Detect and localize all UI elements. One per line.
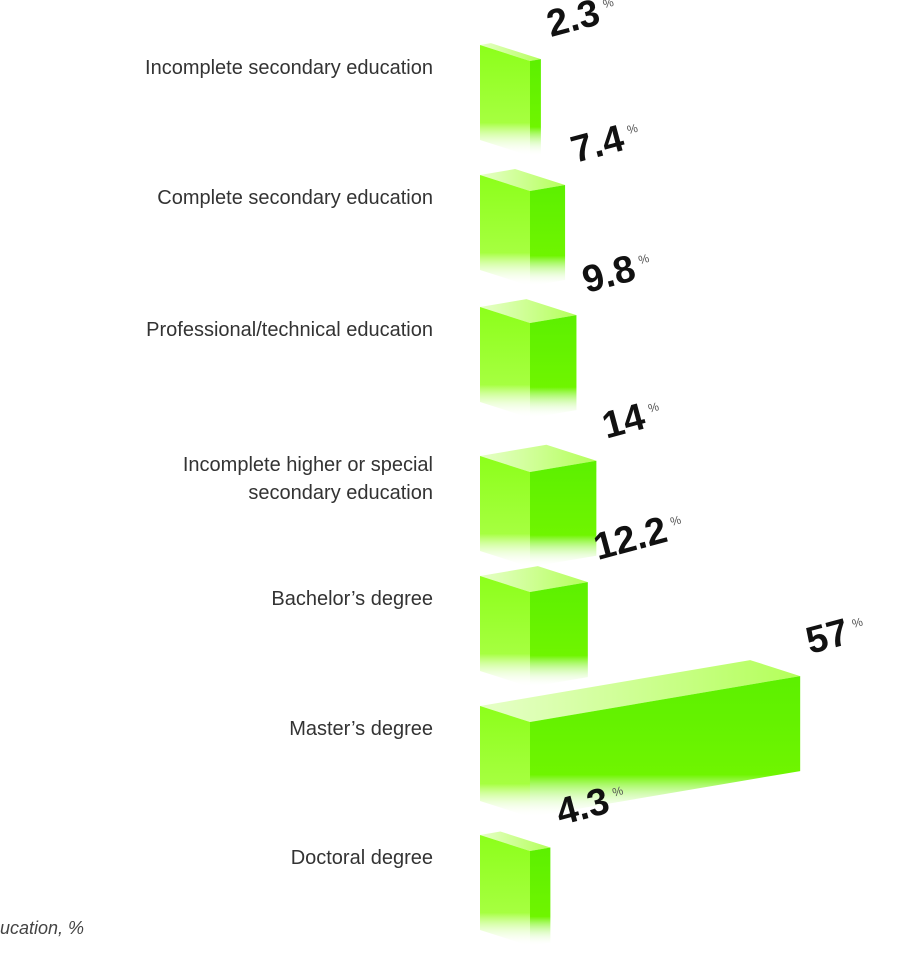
- category-label: Complete secondary education: [157, 187, 433, 209]
- bar-side: [480, 706, 530, 817]
- value-unit: %: [611, 783, 625, 799]
- value-unit: %: [625, 121, 639, 137]
- bar: [480, 43, 541, 156]
- bar-top: [480, 444, 597, 472]
- bar-front: [530, 582, 588, 687]
- bar-side: [480, 307, 530, 418]
- value-unit: %: [850, 615, 864, 631]
- bar-front: [530, 676, 801, 817]
- category-label: secondary education: [248, 482, 433, 504]
- bar-side: [480, 45, 530, 156]
- bar-side: [480, 456, 530, 567]
- value-unit: %: [601, 0, 615, 11]
- bar: [480, 831, 551, 946]
- category-label: Bachelor’s degree: [271, 588, 433, 610]
- bar-top: [480, 660, 801, 722]
- footnote: ucation, %: [0, 918, 84, 938]
- bar-front: [530, 59, 541, 156]
- bar-front: [530, 185, 566, 286]
- bar-top: [480, 566, 588, 592]
- bar-front: [530, 847, 551, 946]
- bar-side: [480, 835, 530, 946]
- value-label: 14: [598, 396, 650, 448]
- bar-front: [530, 460, 597, 567]
- bar: [480, 660, 801, 817]
- value-label-group: 2.3%: [542, 0, 620, 46]
- value-label-group: 12.2%: [589, 505, 688, 569]
- bar-top: [480, 169, 566, 191]
- value-label: 12.2: [589, 509, 671, 569]
- category-label: Doctoral degree: [291, 847, 433, 869]
- bar-top: [480, 43, 541, 61]
- bar: [480, 444, 597, 567]
- value-label: 2.3: [542, 0, 604, 46]
- category-label: Incomplete secondary education: [145, 57, 433, 79]
- value-unit: %: [669, 512, 683, 528]
- value-label-group: 14%: [598, 392, 666, 448]
- value-label-group: 9.8%: [578, 243, 656, 302]
- category-label: Master’s degree: [289, 718, 433, 740]
- bar: [480, 169, 566, 286]
- bar: [480, 566, 588, 687]
- bar-side: [480, 175, 530, 286]
- bar-front: [530, 315, 577, 418]
- bar-top: [480, 299, 577, 323]
- value-label: 9.8: [578, 248, 640, 302]
- category-label: Professional/technical education: [146, 319, 433, 341]
- value-label-group: 57%: [802, 607, 870, 663]
- value-label: 57: [802, 611, 854, 663]
- value-unit: %: [647, 399, 661, 415]
- bar: [480, 299, 577, 418]
- value-label: 7.4: [567, 117, 629, 171]
- category-label: Incomplete higher or special: [183, 454, 433, 476]
- value-unit: %: [637, 251, 651, 267]
- value-label-group: 7.4%: [567, 113, 645, 172]
- bar-side: [480, 576, 530, 687]
- bar-top: [480, 831, 551, 851]
